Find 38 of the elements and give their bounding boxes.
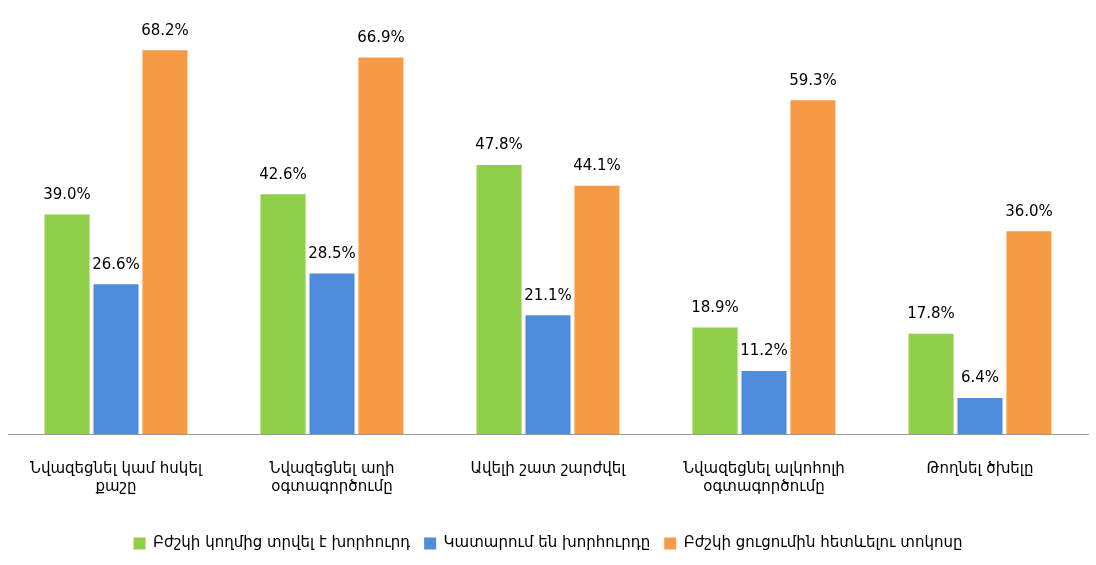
bar (741, 370, 787, 434)
x-tick-label: Ավելի շատ շարժվել (470, 458, 627, 477)
data-label: 26.6% (92, 254, 140, 273)
bar (309, 273, 355, 434)
bar (908, 333, 954, 434)
bar (142, 50, 188, 434)
x-tick-label: Նվազեցնել կամ հսկել քաշը (30, 458, 203, 495)
data-label: 21.1% (524, 285, 572, 304)
data-label: 17.8% (907, 304, 955, 323)
data-label: 39.0% (43, 184, 91, 203)
data-label: 68.2% (141, 20, 189, 39)
data-label: 6.4% (960, 368, 1000, 387)
bar (358, 57, 404, 434)
legend-label: Բժշկի կողմից տրվել է խորհուրդ (153, 533, 411, 552)
bar (957, 397, 1003, 434)
bar (44, 214, 90, 434)
bar (790, 100, 836, 434)
bar (93, 284, 139, 434)
data-label: 18.9% (691, 298, 739, 317)
data-label: 47.8% (475, 135, 523, 154)
data-label: 66.9% (357, 27, 405, 46)
data-label: 44.1% (573, 156, 621, 175)
bar (574, 185, 620, 434)
data-label: 42.6% (259, 164, 307, 183)
data-label: 28.5% (308, 243, 356, 262)
x-tick-label: Նվազեցնել ալկոհոլի օգտագործումը (683, 458, 845, 495)
bar (260, 194, 306, 434)
legend-label: Բժշկի ցուցումին հետևելու տոկոսը (683, 533, 963, 552)
bar (476, 164, 522, 434)
bar (1006, 231, 1052, 434)
bar (692, 327, 738, 434)
data-label: 36.0% (1005, 201, 1053, 220)
data-label: 11.2% (740, 341, 788, 360)
data-label: 59.3% (789, 70, 837, 89)
legend-label: Կատարում են խորհուրդը (443, 533, 651, 552)
bar (525, 315, 571, 434)
x-tick-label: Թողնել ծխելը (926, 458, 1034, 477)
x-tick-label: Նվազեցնել աղի օգտագործումը (269, 458, 395, 495)
